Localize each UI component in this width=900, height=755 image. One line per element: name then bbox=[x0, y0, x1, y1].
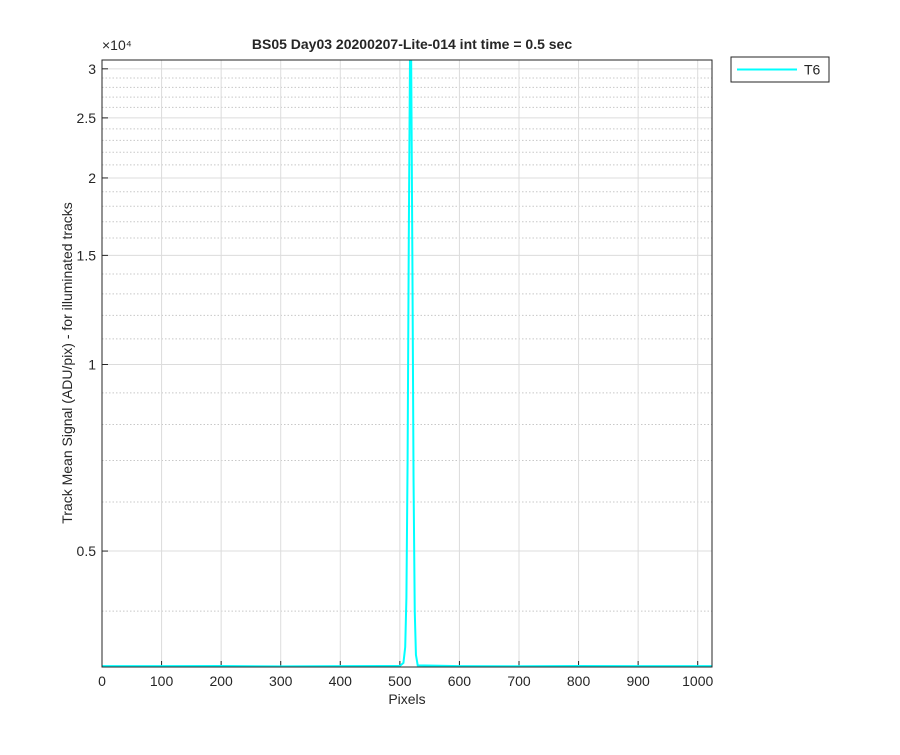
y-axis-label: Track Mean Signal (ADU/pix) - for illumi… bbox=[59, 202, 75, 524]
y-tick-label: 3 bbox=[88, 61, 96, 77]
x-tick-label: 100 bbox=[150, 673, 174, 689]
x-axis-label: Pixels bbox=[388, 691, 425, 707]
x-tick-label: 0 bbox=[98, 673, 106, 689]
x-tick-label: 500 bbox=[388, 673, 412, 689]
y-multiplier: ×10⁴ bbox=[102, 37, 132, 53]
legend: T6 bbox=[730, 56, 830, 83]
x-tick-label: 600 bbox=[448, 673, 472, 689]
y-tick-label: 2.5 bbox=[77, 110, 97, 126]
y-tick-label: 1.5 bbox=[77, 247, 97, 263]
chart-title: BS05 Day03 20200207-Lite-014 int time = … bbox=[252, 36, 572, 52]
x-tick-label: 200 bbox=[209, 673, 233, 689]
x-tick-label: 1000 bbox=[682, 673, 713, 689]
x-tick-label: 400 bbox=[329, 673, 353, 689]
axes-box bbox=[101, 59, 713, 668]
legend-label: T6 bbox=[804, 62, 821, 78]
y-tick-label: 1 bbox=[88, 357, 96, 373]
x-tick-label: 700 bbox=[507, 673, 531, 689]
y-tick-label: 2 bbox=[88, 170, 96, 186]
x-tick-label: 900 bbox=[626, 673, 650, 689]
x-tick-label: 300 bbox=[269, 673, 293, 689]
y-tick-label: 0.5 bbox=[77, 543, 97, 559]
x-tick-label: 800 bbox=[567, 673, 591, 689]
series-line bbox=[102, 60, 712, 667]
